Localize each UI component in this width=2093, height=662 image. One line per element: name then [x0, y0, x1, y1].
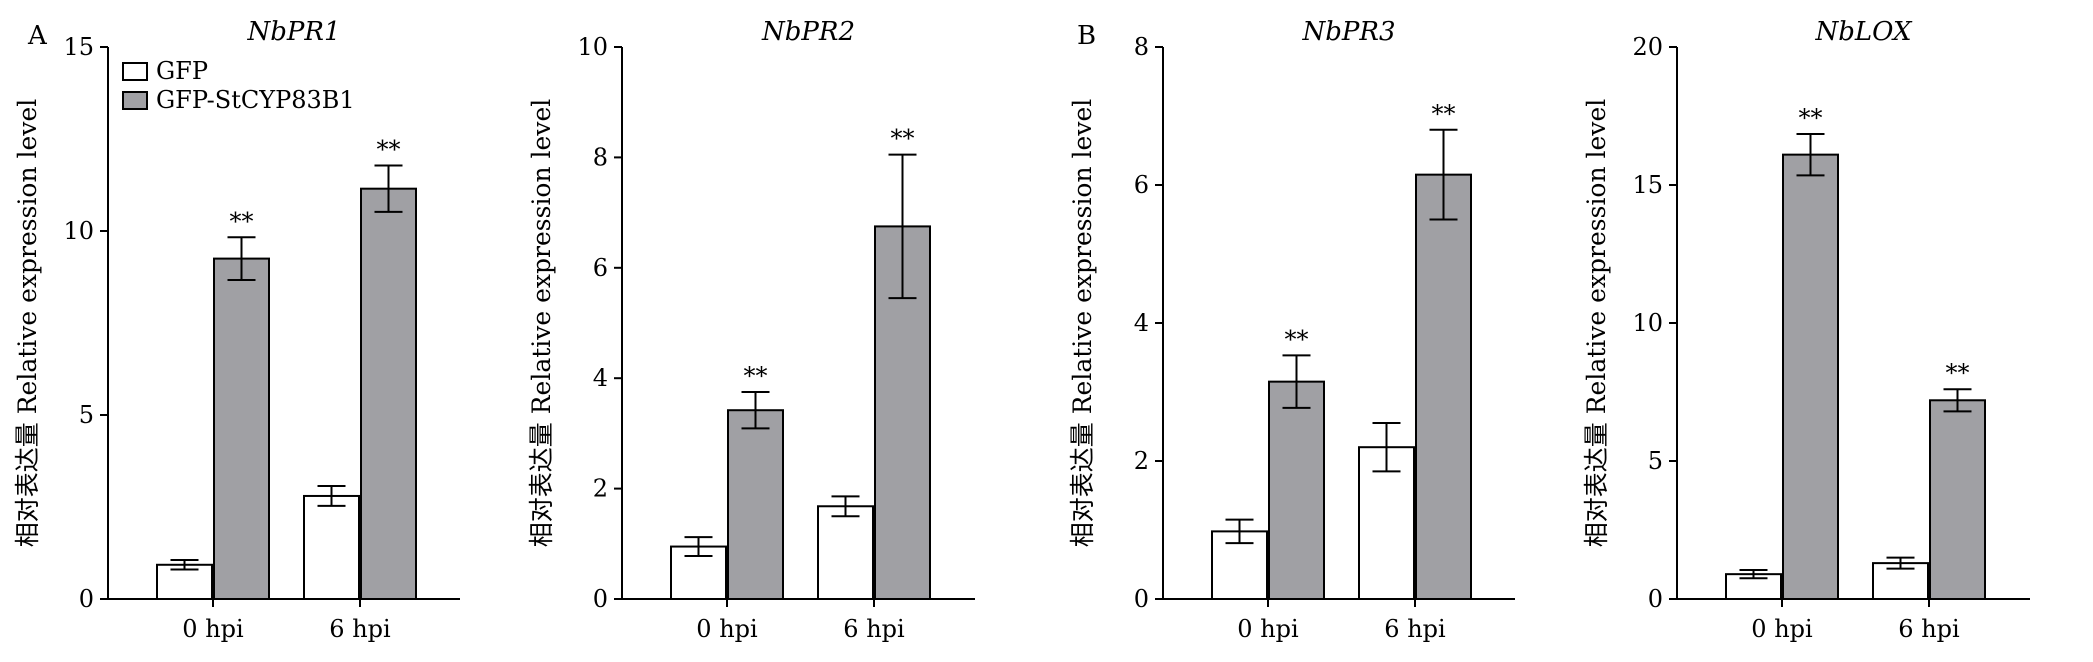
error-bar	[831, 495, 860, 518]
x-tick-label: 0 hpi	[182, 615, 244, 643]
charts: NbPR1 相对表达量 Relative expression level 0 5 10…	[13, 17, 2030, 643]
significance-label: **	[1432, 100, 1456, 128]
y-tick-label: 0	[1648, 585, 1663, 613]
error-bar	[1225, 518, 1254, 545]
legend-swatch	[122, 91, 148, 110]
bar-gfp	[817, 505, 874, 601]
x-tick-label: 6 hpi	[1384, 615, 1446, 643]
y-tick-label: 15	[1632, 171, 1663, 199]
y-tick-label: 2	[1134, 447, 1149, 475]
bar-gfp	[303, 494, 360, 600]
y-tick-label: 8	[1134, 33, 1149, 61]
error-bar	[227, 236, 256, 281]
y-axis-label: 相对表达量 Relative expression level	[527, 99, 556, 547]
y-tick-label: 5	[1648, 447, 1663, 475]
chart-title: NbPR3	[1301, 17, 1395, 47]
y-tick-label: 6	[1134, 171, 1149, 199]
bar-gfp-stcyp83b1	[727, 409, 784, 600]
panel-label-b: B	[1077, 21, 1096, 51]
error-bar	[317, 485, 346, 507]
y-axis-label: 相对表达量 Relative expression level	[1582, 99, 1611, 547]
y-tick-label: 10	[63, 217, 94, 245]
x-tick-label: 6 hpi	[843, 615, 905, 643]
significance-label: **	[1285, 325, 1309, 353]
y-tick-label: 2	[593, 475, 608, 503]
error-bar	[1429, 128, 1458, 221]
chart-nbpr3: NbPR3 相对表达量 Relative expression level 0 2 4 6…	[1068, 17, 1515, 643]
x-tick-label: 0 hpi	[1237, 615, 1299, 643]
y-tick-label: 0	[1134, 585, 1149, 613]
chart-nblox: NbLOX 相对表达量 Relative expression level 0 5 10…	[1582, 17, 2030, 643]
significance-label: **	[377, 135, 401, 163]
y-tick-label: 8	[593, 143, 608, 171]
x-tick-label: 0 hpi	[696, 615, 758, 643]
significance-label: **	[230, 207, 254, 235]
bar-gfp	[1358, 446, 1415, 601]
y-tick-label: 10	[1632, 309, 1663, 337]
bar-gfp-stcyp83b1	[1415, 173, 1472, 600]
y-axis-label: 相对表达量 Relative expression level	[13, 99, 42, 547]
y-tick-label: 5	[79, 401, 94, 429]
error-bar	[741, 391, 770, 430]
error-bar	[1282, 354, 1311, 409]
significance-label: **	[1946, 359, 1970, 387]
legend-label: GFP-StCYP83B1	[156, 86, 355, 114]
y-tick-label: 4	[593, 364, 608, 392]
error-bar	[170, 558, 199, 571]
bar-gfp-stcyp83b1	[1929, 399, 1986, 600]
y-tick-label: 20	[1632, 33, 1663, 61]
legend-swatch	[122, 62, 148, 81]
error-bar	[1943, 388, 1972, 413]
bar-gfp-stcyp83b1	[213, 257, 270, 600]
error-bar	[1796, 132, 1825, 177]
chart-title: NbPR2	[761, 17, 855, 47]
legend-label: GFP	[156, 57, 208, 85]
chart-nbpr2: NbPR2 相对表达量 Relative expression level 0 2 4 6…	[527, 17, 975, 643]
significance-label: **	[744, 362, 768, 390]
bar-gfp-stcyp83b1	[360, 187, 417, 600]
x-tick-label: 0 hpi	[1751, 615, 1813, 643]
chart-nbpr1: NbPR1 相对表达量 Relative expression level 0 5 10…	[13, 17, 460, 643]
y-tick-label: 4	[1134, 309, 1149, 337]
x-tick-label: 6 hpi	[329, 615, 391, 643]
bar-gfp-stcyp83b1	[1268, 380, 1325, 600]
significance-label: **	[1799, 104, 1823, 132]
significance-label: **	[891, 125, 915, 153]
error-bar	[1886, 556, 1915, 570]
y-tick-label: 10	[577, 33, 608, 61]
chart-title: NbPR1	[246, 17, 340, 47]
y-tick-label: 15	[63, 33, 94, 61]
chart-title: NbLOX	[1814, 17, 1913, 47]
panel-label-a: A	[27, 21, 48, 51]
error-bar	[684, 536, 713, 557]
error-bar	[374, 164, 403, 213]
error-bar	[1372, 422, 1401, 473]
y-tick-label: 6	[593, 254, 608, 282]
y-axis-label: 相对表达量 Relative expression level	[1068, 99, 1097, 547]
x-tick-label: 6 hpi	[1898, 615, 1960, 643]
bar-gfp-stcyp83b1	[1782, 153, 1839, 600]
y-tick-label: 0	[79, 585, 94, 613]
error-bar	[888, 153, 917, 300]
y-tick-label: 0	[593, 585, 608, 613]
error-bar	[1739, 569, 1768, 580]
